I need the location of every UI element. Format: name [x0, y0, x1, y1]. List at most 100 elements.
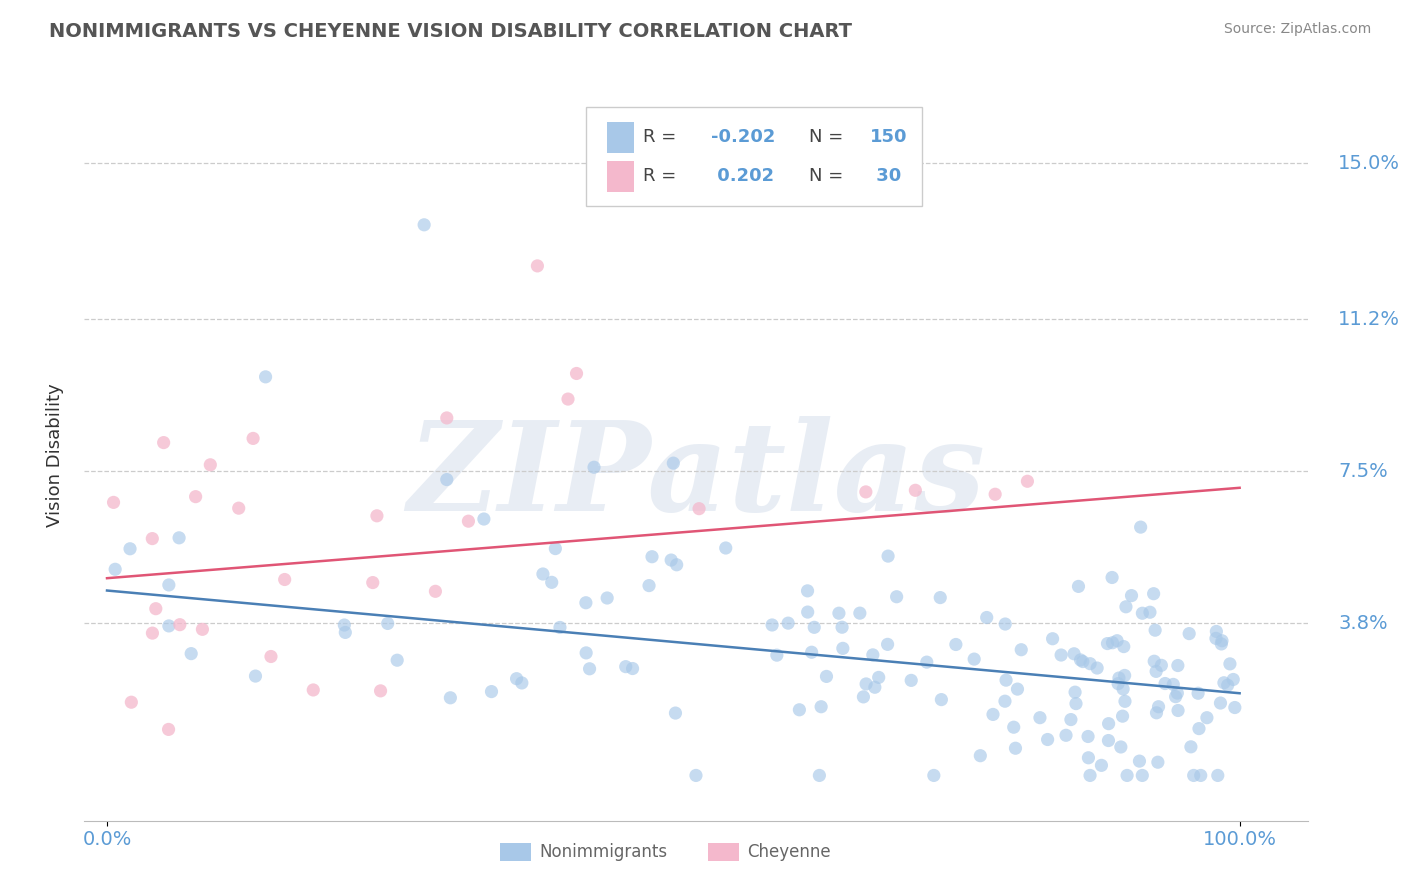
Point	[1050, 648, 1073, 662]
Text: ZIPatlas: ZIPatlas	[406, 416, 986, 538]
Point	[540, 575, 562, 590]
Text: -0.202: -0.202	[710, 128, 775, 146]
Point	[439, 690, 461, 705]
Point	[472, 512, 495, 526]
Point	[145, 601, 167, 615]
Point	[245, 669, 267, 683]
Point	[828, 606, 851, 620]
Point	[665, 558, 688, 572]
Point	[976, 610, 998, 624]
Point	[1064, 697, 1087, 711]
Point	[1077, 730, 1099, 744]
Point	[1130, 768, 1153, 782]
Point	[1129, 520, 1152, 534]
Point	[659, 553, 682, 567]
Point	[969, 748, 991, 763]
Text: 150: 150	[870, 128, 907, 146]
Point	[1167, 658, 1189, 673]
Point	[526, 259, 548, 273]
Point	[1188, 722, 1211, 736]
Point	[103, 495, 125, 509]
Point	[1010, 642, 1032, 657]
Y-axis label: Vision Disability: Vision Disability	[45, 383, 63, 527]
Point	[1178, 626, 1201, 640]
Point	[900, 673, 922, 688]
Point	[1097, 733, 1119, 747]
Point	[228, 501, 250, 516]
Point	[1036, 732, 1059, 747]
Point	[766, 648, 789, 662]
Point	[302, 682, 325, 697]
Text: Cheyenne: Cheyenne	[748, 843, 831, 861]
Text: 11.2%: 11.2%	[1339, 310, 1400, 329]
Point	[852, 690, 875, 704]
Point	[557, 392, 579, 406]
Point	[929, 591, 952, 605]
FancyBboxPatch shape	[586, 108, 922, 206]
Point	[1121, 589, 1143, 603]
Point	[1078, 768, 1101, 782]
Point	[1211, 637, 1233, 651]
Point	[184, 490, 207, 504]
Point	[335, 625, 357, 640]
Point	[1144, 623, 1167, 637]
Point	[1154, 676, 1177, 690]
Point	[1090, 758, 1112, 772]
Point	[796, 583, 818, 598]
Point	[1108, 671, 1130, 685]
Text: 7.5%: 7.5%	[1339, 462, 1388, 481]
Point	[614, 659, 637, 673]
Point	[191, 623, 214, 637]
Point	[1189, 768, 1212, 782]
Point	[685, 768, 707, 782]
Point	[120, 695, 142, 709]
Point	[714, 541, 737, 555]
Point	[273, 573, 295, 587]
Point	[1114, 668, 1136, 682]
Point	[1111, 709, 1133, 723]
Point	[1222, 673, 1244, 687]
Point	[413, 218, 436, 232]
Point	[1182, 768, 1205, 782]
Point	[1097, 716, 1119, 731]
Point	[531, 566, 554, 581]
Point	[1128, 754, 1150, 768]
Point	[254, 369, 277, 384]
Point	[1147, 699, 1170, 714]
Point	[180, 647, 202, 661]
Point	[1209, 696, 1232, 710]
Point	[922, 768, 945, 782]
Point	[984, 487, 1007, 501]
Point	[904, 483, 927, 498]
Point	[863, 680, 886, 694]
Point	[157, 723, 180, 737]
Point	[436, 473, 458, 487]
Point	[1212, 675, 1234, 690]
Point	[1195, 711, 1218, 725]
Point	[578, 662, 600, 676]
FancyBboxPatch shape	[501, 843, 531, 861]
Point	[1004, 741, 1026, 756]
Point	[963, 652, 986, 666]
Point	[1107, 676, 1129, 690]
Point	[544, 541, 567, 556]
Point	[1101, 636, 1123, 650]
Point	[1146, 706, 1168, 720]
FancyBboxPatch shape	[606, 161, 634, 192]
Point	[425, 584, 447, 599]
Point	[1116, 768, 1139, 782]
Point	[1077, 751, 1099, 765]
Point	[1211, 633, 1233, 648]
Point	[761, 618, 783, 632]
Point	[1078, 657, 1101, 671]
Point	[583, 460, 606, 475]
Point	[621, 661, 644, 675]
Point	[981, 707, 1004, 722]
Point	[931, 692, 953, 706]
Text: N =: N =	[808, 128, 842, 146]
Point	[575, 596, 598, 610]
Point	[1167, 704, 1189, 718]
Point	[995, 673, 1018, 687]
Point	[385, 653, 408, 667]
Point	[1071, 655, 1094, 669]
